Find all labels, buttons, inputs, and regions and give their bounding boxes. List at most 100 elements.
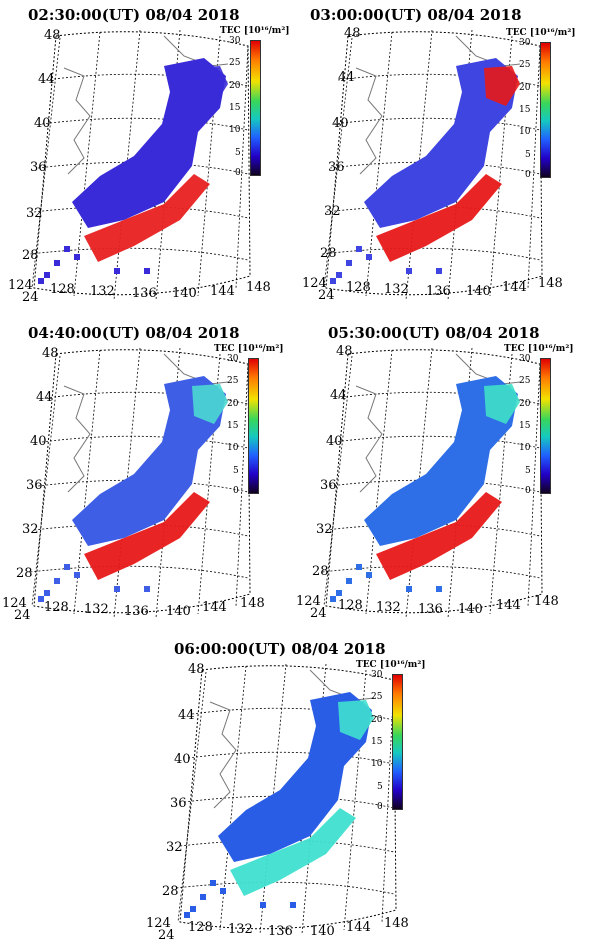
tec-region-band xyxy=(84,174,210,262)
parallel-line xyxy=(330,479,541,493)
tec-station xyxy=(210,880,216,886)
lat-label: 40 xyxy=(332,116,349,131)
colorbar-tick: 5 xyxy=(233,466,239,476)
parallel-line xyxy=(38,479,249,493)
tec-station xyxy=(290,902,296,908)
tec-region-island xyxy=(72,58,226,228)
lat-label: 40 xyxy=(34,116,51,131)
lat-label: 24 xyxy=(22,290,39,305)
parallel-line xyxy=(330,161,541,175)
tec-region-north xyxy=(338,700,374,740)
lat-label: 48 xyxy=(344,26,361,41)
lon-label: 140 xyxy=(310,924,335,939)
lat-label: 40 xyxy=(326,434,343,449)
tec-station xyxy=(44,590,50,596)
colorbar-tick: 0 xyxy=(525,170,531,180)
lat-label: 24 xyxy=(318,288,335,303)
tec-station xyxy=(260,902,266,908)
colorbar-tick: 20 xyxy=(519,83,531,93)
tec-station xyxy=(336,272,342,278)
parallel-line xyxy=(188,751,395,765)
lat-label: 28 xyxy=(22,248,39,263)
lon-label: 148 xyxy=(384,916,409,931)
meridian-line xyxy=(197,35,221,297)
colorbar-tick: 15 xyxy=(519,421,531,431)
lat-label: 32 xyxy=(324,204,341,219)
tec-map xyxy=(322,29,543,301)
tec-station xyxy=(190,906,196,912)
colorbar xyxy=(250,40,261,176)
lon-label: 124 xyxy=(2,596,27,611)
map-panel-1: 02:30:00(UT) 08/04 2018 TEC [10¹⁶/m²] 30… xyxy=(8,6,294,306)
meridian-line xyxy=(177,671,207,923)
colorbar-tick: 5 xyxy=(235,148,241,158)
coastline xyxy=(209,701,237,809)
meridian-line xyxy=(527,45,541,289)
colorbar-tick: 30 xyxy=(227,354,239,364)
tec-station xyxy=(38,596,44,602)
meridian-line xyxy=(73,31,101,297)
lon-label: 132 xyxy=(90,284,115,299)
map-panel-3: 04:40:00(UT) 08/04 2018 TEC [10¹⁶/m²] 30… xyxy=(2,324,294,624)
colorbar xyxy=(248,358,259,494)
lon-label: 128 xyxy=(50,282,75,297)
colorbar-tick: 10 xyxy=(519,127,531,137)
map-frame xyxy=(325,349,543,614)
meridian-line xyxy=(235,363,249,607)
lat-label: 32 xyxy=(26,206,43,221)
lon-label: 144 xyxy=(210,284,235,299)
colorbar-label: TEC [10¹⁶/m²] xyxy=(214,344,284,354)
colorbar-label: TEC [10¹⁶/m²] xyxy=(504,344,574,354)
tec-region-band xyxy=(84,492,210,580)
parallel-line xyxy=(322,247,541,261)
lat-label: 28 xyxy=(312,564,329,579)
colorbar-tick: 15 xyxy=(371,737,383,747)
colorbar xyxy=(540,42,551,178)
colorbar-tick: 0 xyxy=(235,168,241,178)
tec-station xyxy=(406,586,412,592)
lon-label: 124 xyxy=(8,278,33,293)
tec-station xyxy=(220,888,226,894)
colorbar-tick: 15 xyxy=(519,105,531,115)
lon-label: 132 xyxy=(228,922,253,937)
lat-label: 48 xyxy=(42,346,59,361)
lat-label: 48 xyxy=(188,662,205,677)
lon-label: 148 xyxy=(240,596,265,611)
colorbar-tick: 20 xyxy=(227,399,239,409)
lon-label: 144 xyxy=(502,280,527,295)
lat-label: 36 xyxy=(170,796,187,811)
lon-label: 140 xyxy=(466,284,491,299)
parallel-line xyxy=(45,391,249,405)
lat-label: 36 xyxy=(30,160,47,175)
panel-title: 03:00:00(UT) 08/04 2018 xyxy=(310,6,522,24)
lat-label: 48 xyxy=(44,28,61,43)
colorbar-tick: 20 xyxy=(519,399,531,409)
lon-label: 144 xyxy=(346,920,371,935)
lon-label: 128 xyxy=(346,280,371,295)
lon-label: 128 xyxy=(188,920,213,935)
colorbar-tick: 25 xyxy=(519,60,531,70)
tec-region-band xyxy=(230,808,356,896)
tec-station xyxy=(366,254,372,260)
meridian-line xyxy=(365,349,393,615)
tec-region-north xyxy=(484,384,520,424)
parallel-line xyxy=(30,247,249,261)
colorbar-tick: 30 xyxy=(229,36,241,46)
tec-station xyxy=(38,278,44,284)
tec-station xyxy=(144,268,150,274)
tec-region-band xyxy=(376,174,502,262)
tec-station xyxy=(64,246,70,252)
meridian-line xyxy=(405,347,433,619)
coastline xyxy=(63,385,91,493)
lat-label: 36 xyxy=(320,478,337,493)
colorbar-label: TEC [10¹⁶/m²] xyxy=(356,660,426,670)
lat-label: 28 xyxy=(162,884,179,899)
meridian-line xyxy=(527,363,541,607)
colorbar-tick: 5 xyxy=(377,782,383,792)
colorbar xyxy=(540,358,551,494)
tec-station xyxy=(436,268,442,274)
meridian-line xyxy=(73,349,101,615)
tec-station xyxy=(54,260,60,266)
lon-label: 144 xyxy=(202,600,227,615)
lon-label: 140 xyxy=(166,604,191,619)
